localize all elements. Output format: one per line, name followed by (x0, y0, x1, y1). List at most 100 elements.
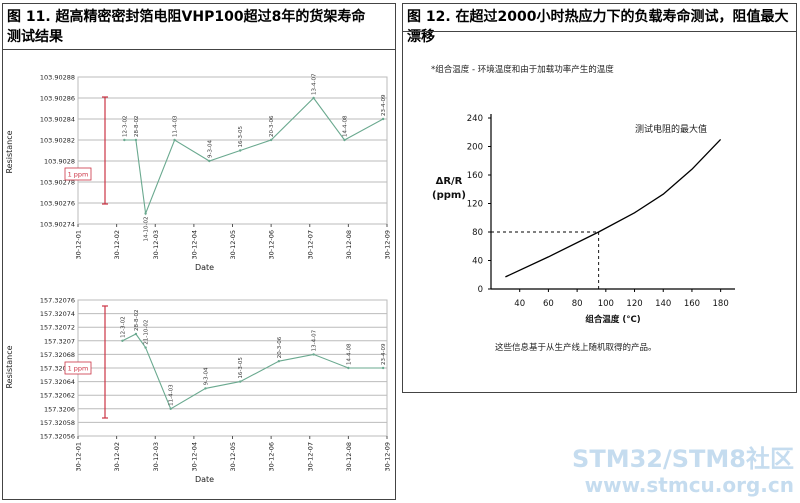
c2-data-label: 20-3-06 (277, 336, 283, 358)
c1-x-tick-label: 30-12-08 (345, 230, 353, 260)
c2-data-point (381, 366, 385, 370)
c1-data-label: 14-10-02 (144, 217, 150, 242)
shelf-life-chart-2: 157.32076 157.32074 157.32072 157.3207 157.3… (5, 297, 392, 485)
c2-x-tick-label: 30-12-06 (268, 442, 276, 472)
c2-ppm-box (64, 361, 92, 375)
figure11-title-divider (3, 49, 395, 50)
c2-data-label: 9-3-04 (203, 367, 209, 385)
right-y-tick-label: 80 (472, 228, 483, 238)
c1-y-tick-label: 103.90286 (40, 95, 75, 103)
c2-series-line (122, 333, 384, 410)
c1-data-label: 12-3-02 (122, 116, 128, 137)
right-annotation: 测试电阻的最大值 (635, 123, 707, 135)
c2-y-tick-label: 157.32058 (40, 419, 75, 427)
c2-y-tick-label: 157.32072 (40, 324, 75, 332)
c2-y-tick-label: 157.32064 (40, 378, 75, 386)
right-x-tick-label: 180 (713, 299, 729, 309)
c1-data-label: 23-4-09 (381, 94, 387, 116)
c2-y-tick-label: 157.32074 (40, 310, 75, 318)
right-y-axis-unit: (ppm) (432, 190, 466, 201)
c1-data-label: 11-4-03 (173, 115, 179, 137)
c2-x-tick-label: 30-12-09 (384, 442, 392, 472)
c1-data-label: 14-4-08 (343, 115, 349, 137)
figure12-title: 图 12. 在超过2000小时热应力下的负载寿命测试，阻值最大漂移 (407, 9, 789, 45)
c2-data-label: 14-4-08 (346, 343, 352, 365)
c2-data-point (277, 360, 281, 363)
c1-y-tick-label: 103.90274 (40, 221, 75, 229)
right-y-tick-label: 40 (472, 257, 483, 267)
c2-x-tick-label: 30-12-01 (75, 442, 83, 472)
c2-data-point (144, 346, 147, 349)
c2-data-label: 13-4-07 (312, 329, 318, 351)
c2-data-point (204, 387, 207, 390)
right-curve (505, 138, 722, 278)
c2-data-point (121, 339, 124, 342)
right-x-tick-label: 40 (514, 299, 525, 309)
c1-data-label: 13-4-07 (312, 73, 318, 95)
c2-data-point (134, 332, 138, 336)
c1-y-tick-label: 103.90282 (40, 137, 75, 145)
figure11-title: 图 11. 超高精密密封箔电阻VHP100超过8年的货架寿命 测试结果 (7, 7, 365, 47)
right-x-tick-label: 160 (684, 299, 700, 309)
c2-data-label: 28-8-02 (134, 310, 140, 331)
c1-plot-frame (77, 76, 388, 225)
c2-data-point (239, 380, 242, 383)
right-y-tick-label: 240 (467, 114, 483, 124)
c2-ppm-label: 1 ppm (68, 365, 89, 373)
figure12-note: *组合温度 - 环境温度和由于加载功率产生的温度 (431, 64, 614, 75)
figure11-panel: 图 11. 超高精密密封箔电阻VHP100超过8年的货架寿命 测试结果 103.… (2, 3, 396, 500)
c2-x-tick-label: 30-12-05 (229, 442, 237, 472)
watermark-line2: www.stmcu.org.cn (584, 473, 794, 497)
c2-x-tick-label: 30-12-08 (345, 442, 353, 472)
c2-y-tick-label: 157.32066 (40, 365, 75, 373)
right-x-tick-label: 120 (626, 299, 642, 309)
c1-x-tick-label: 30-12-04 (190, 230, 198, 260)
c1-x-tick-label: 30-12-09 (384, 230, 392, 260)
c2-x-tick-label: 30-12-03 (152, 442, 160, 472)
c1-data-label: 20-3-06 (269, 115, 275, 137)
c2-data-point (312, 353, 315, 356)
c2-x-tick-label: 30-12-07 (306, 442, 314, 472)
c1-data-label: 28-8-02 (134, 116, 140, 137)
c2-x-tick-label: 30-12-04 (190, 442, 198, 472)
c2-y-tick-label: 157.32076 (40, 297, 75, 305)
figure12-footnote: 这些信息基于从生产线上随机取得的产品。 (495, 342, 657, 353)
c1-data-point (269, 138, 273, 142)
c1-data-point (381, 117, 385, 121)
c2-data-point (347, 366, 350, 370)
c1-x-tick-label: 30-12-02 (113, 230, 121, 260)
c2-y-tick-label: 157.3206 (44, 405, 75, 413)
c1-y-tick-label: 103.90284 (40, 116, 75, 124)
c1-data-point (144, 212, 147, 215)
c2-x-tick-label: 30-12-02 (113, 442, 121, 472)
c1-data-point (312, 96, 315, 100)
c1-x-tick-label: 30-12-03 (152, 230, 160, 260)
c2-data-label: 11-4-03 (169, 384, 175, 406)
c1-data-point (343, 138, 346, 142)
figure12-title-divider (403, 31, 796, 32)
c2-data-label: 23-4-09 (381, 343, 387, 365)
c1-data-point (239, 149, 242, 152)
c1-data-point (123, 138, 126, 142)
figure11-title-line2: 测试结果 (7, 29, 63, 45)
right-x-tick-label: 140 (655, 299, 671, 309)
c2-data-label: 21-10-02 (144, 320, 150, 345)
shelf-life-chart-1: 103.90288 103.90286 103.90284 103.90282 103.… (5, 73, 392, 272)
right-y-tick-label: 160 (467, 171, 483, 181)
c2-x-axis-label: Date (195, 475, 214, 484)
c1-x-axis-label: Date (195, 263, 214, 272)
c1-data-point (173, 138, 176, 142)
c1-x-tick-label: 30-12-01 (75, 230, 83, 260)
right-y-tick-label: 200 (467, 143, 483, 153)
figure11-title-line1: 图 11. 超高精密密封箔电阻VHP100超过8年的货架寿命 (7, 9, 366, 25)
c1-x-tick-label: 30-12-05 (229, 230, 237, 260)
c1-y-tick-label: 103.90278 (40, 179, 75, 187)
c2-data-label: 12-3-02 (120, 316, 126, 337)
c1-series-line (124, 97, 384, 216)
right-y-axis-label: ΔR/R (436, 176, 463, 187)
c1-data-label: 16-3-05 (238, 126, 244, 148)
c2-y-tick-label: 157.32068 (40, 351, 75, 359)
c1-ppm-label: 1 ppm (68, 171, 89, 179)
right-x-axis-label: 组合温度 (°C) (585, 314, 640, 325)
load-life-chart: *组合温度 - 环境温度和由于加载功率产生的温度 0 40 80 120 160 200 24… (431, 64, 735, 353)
